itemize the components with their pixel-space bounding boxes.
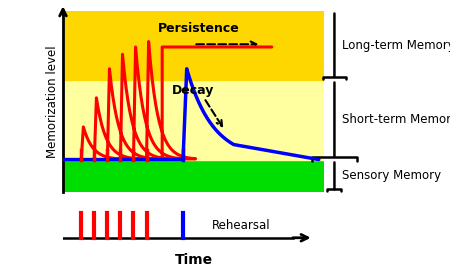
Text: Long-term Memory: Long-term Memory [342, 39, 450, 52]
Text: Time: Time [175, 253, 212, 267]
Text: Rehearsal: Rehearsal [212, 219, 270, 232]
Y-axis label: Memorization level: Memorization level [46, 45, 59, 158]
Bar [63, 80, 324, 160]
Bar [63, 160, 324, 192]
Text: Persistence: Persistence [158, 22, 239, 35]
Bar [63, 11, 324, 80]
Text: Short-term Memory: Short-term Memory [342, 113, 450, 126]
Text: Decay: Decay [172, 84, 215, 97]
Text: Sensory Memory: Sensory Memory [342, 169, 441, 182]
